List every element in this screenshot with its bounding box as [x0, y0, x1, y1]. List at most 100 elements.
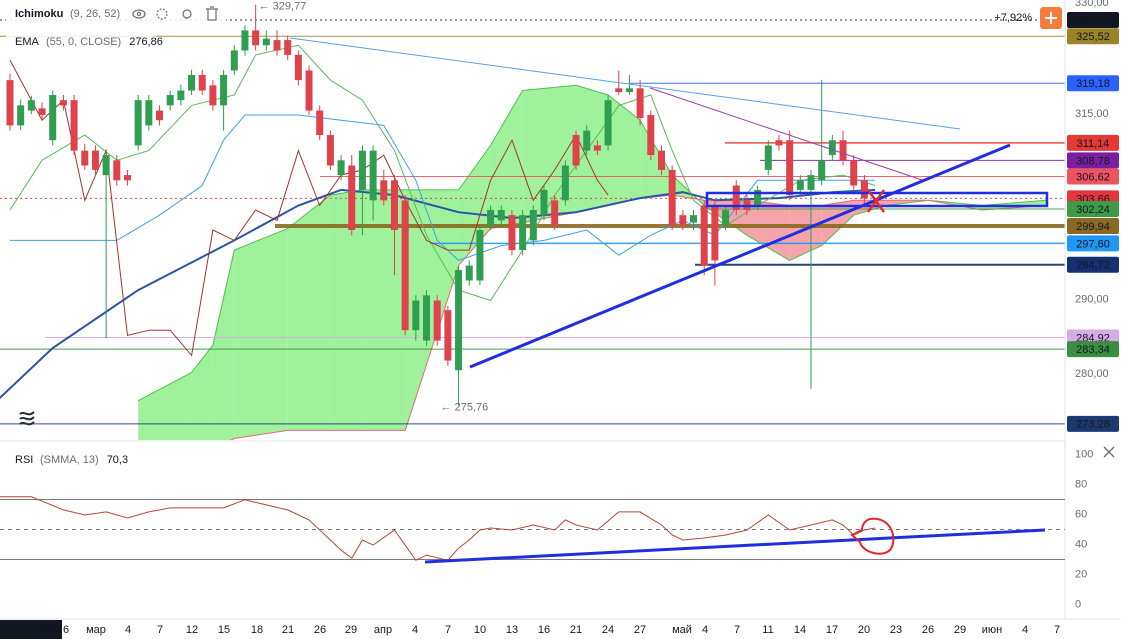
- x-tick-label: 13: [506, 624, 518, 636]
- indicator-name[interactable]: RSI: [15, 454, 33, 466]
- x-tick-label: 4: [1022, 624, 1028, 636]
- candle-body: [722, 209, 730, 226]
- candle-body: [70, 100, 78, 151]
- price-badge: [1067, 341, 1119, 358]
- price-badge-label: 283,34: [1076, 344, 1110, 356]
- rectangle: [705, 191, 1049, 208]
- candle-body: [647, 115, 655, 156]
- add-button-icon: [1045, 12, 1057, 24]
- price-badge: [1067, 168, 1119, 185]
- price-badge: [1067, 134, 1119, 151]
- candle-body: [476, 230, 484, 281]
- cloud-segment: [576, 85, 609, 213]
- candle-body: [113, 160, 121, 181]
- y-tick-label: 60: [1075, 508, 1087, 520]
- candle-body: [326, 135, 334, 166]
- candle-body: [316, 110, 324, 136]
- candle-body: [284, 40, 292, 55]
- x-tick-label: 10: [474, 624, 486, 636]
- candle-body: [102, 155, 110, 176]
- x-tick-label: 26: [314, 624, 326, 636]
- x-tick-label: 15: [218, 624, 230, 636]
- close-pane-button[interactable]: [1103, 446, 1115, 458]
- candle-body: [700, 205, 708, 266]
- candle-body: [358, 150, 366, 190]
- price-badge-label: 273,28: [1076, 419, 1110, 431]
- candle-body: [348, 165, 356, 231]
- x-tick-label: 29: [345, 624, 357, 636]
- y-tick-label: 330,00: [1075, 0, 1109, 9]
- x-tick-label: 20: [858, 624, 870, 636]
- price-badge: [1067, 256, 1119, 273]
- candle-body: [166, 94, 174, 106]
- candle-body: [465, 265, 473, 281]
- source-icon[interactable]: [182, 9, 192, 19]
- legend: Ichimoku (9, 26, 52) EMA (55, 0, CLOSE) …: [6, 4, 1062, 466]
- candle-body: [433, 300, 441, 341]
- rsi-pane: [0, 496, 1065, 561]
- price-badge: [1067, 75, 1119, 92]
- x-tick-label: 21: [570, 624, 582, 636]
- price-badge: [1067, 152, 1119, 169]
- candle-body: [583, 130, 591, 151]
- x-tick-label: 6: [63, 624, 69, 636]
- x-tick-label: 29: [954, 624, 966, 636]
- drawings: [289, 37, 1049, 369]
- indicator-line: [9, 59, 609, 357]
- x-tick-label: 7: [1054, 624, 1060, 636]
- candle-body: [732, 185, 740, 210]
- cloud-segment: [138, 372, 192, 440]
- x-tick-label: 7: [157, 624, 163, 636]
- candle-body: [38, 108, 46, 116]
- candle-body: [455, 270, 463, 371]
- delete-icon[interactable]: [206, 6, 218, 21]
- candle-body: [818, 160, 826, 181]
- trend-line: [469, 143, 1011, 369]
- y-tick-label: 280,00: [1075, 368, 1109, 380]
- price-badge-label: 297,60: [1076, 238, 1110, 250]
- x-tick-label: 26: [922, 624, 934, 636]
- candle-body: [145, 100, 153, 126]
- eye-icon[interactable]: [132, 9, 146, 19]
- x-tick-label: 18 фев 2025: [0, 624, 62, 636]
- x-tick-label: 4: [125, 624, 131, 636]
- candle-body: [59, 100, 67, 106]
- candle-body: [17, 105, 25, 126]
- y-tick-label: 315,00: [1075, 108, 1109, 120]
- candle-body: [711, 205, 719, 261]
- candle-body: [850, 160, 858, 186]
- x-tick-label: 14: [794, 624, 806, 636]
- x-tick-label: 11: [762, 624, 773, 636]
- candle-body: [668, 169, 676, 226]
- indicator-name[interactable]: Ichimoku: [15, 8, 63, 20]
- x-tick-label: 7: [445, 624, 451, 636]
- candle-body: [273, 40, 281, 51]
- circle-mark: [850, 517, 895, 555]
- settings-icon[interactable]: [156, 8, 168, 20]
- price-badge: [1067, 12, 1119, 29]
- indicator-name[interactable]: EMA: [15, 36, 40, 48]
- logo: [19, 411, 35, 426]
- candle-body: [390, 180, 398, 231]
- x-tick-label: 23: [890, 624, 902, 636]
- candle-body: [423, 295, 431, 341]
- candle-body: [412, 300, 420, 331]
- x-tick-label: 12: [186, 624, 198, 636]
- y-tick-label: 290,00: [1075, 294, 1109, 306]
- candle-body: [209, 85, 217, 106]
- x-tick-label: 18: [251, 624, 263, 636]
- candle-body: [81, 150, 89, 166]
- logo-waves: [19, 411, 35, 426]
- indicator-params: (55, 0, CLOSE): [46, 36, 121, 48]
- cloud-segment: [522, 85, 577, 223]
- candle-body: [604, 100, 612, 146]
- candle-body: [828, 140, 836, 156]
- x-tick-label: 4: [702, 624, 708, 636]
- cloud-segment: [287, 195, 331, 431]
- candle-body: [839, 140, 847, 161]
- legend-bg: [6, 4, 226, 24]
- y-tick-label: 80: [1075, 478, 1087, 490]
- x-tick-label: мар: [86, 624, 106, 636]
- candle-body: [540, 189, 548, 216]
- price-badge-label: 299,94: [1076, 221, 1110, 233]
